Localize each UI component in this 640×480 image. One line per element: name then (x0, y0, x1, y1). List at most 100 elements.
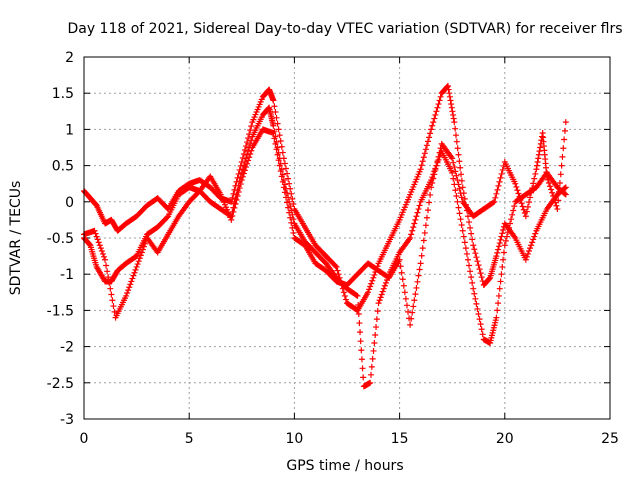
data-point (271, 103, 278, 110)
data-point (140, 243, 147, 250)
data-point (290, 229, 297, 236)
data-point (272, 140, 279, 147)
data-point (228, 198, 235, 205)
data-point (490, 199, 497, 206)
data-point (139, 246, 146, 253)
data-point (92, 230, 99, 237)
data-point (96, 242, 103, 249)
data-point (559, 153, 566, 160)
data-point (554, 206, 561, 213)
data-point (537, 144, 544, 151)
data-point (560, 145, 567, 152)
data-point (410, 303, 417, 310)
data-point (130, 272, 137, 279)
data-point (425, 207, 432, 214)
data-point (431, 115, 438, 122)
data-point (131, 269, 138, 276)
data-point (466, 219, 473, 226)
data-point (561, 190, 568, 197)
data-point (289, 224, 296, 231)
data-point (561, 127, 568, 134)
data-point (282, 165, 289, 172)
data-point (500, 256, 507, 263)
data-point (448, 101, 455, 108)
data-point (236, 185, 243, 192)
data-point (357, 338, 364, 345)
data-point (462, 245, 469, 252)
data-point (235, 189, 242, 196)
data-point (245, 157, 252, 164)
data-point (450, 111, 457, 118)
data-point (284, 199, 291, 206)
data-point (527, 194, 534, 201)
data-point (433, 162, 440, 169)
data-point (454, 145, 461, 152)
data-point (456, 210, 463, 217)
data-point (500, 249, 507, 256)
data-point (241, 167, 248, 174)
data-point (468, 230, 475, 237)
data-point (398, 269, 405, 276)
data-point (430, 119, 437, 126)
data-point (365, 289, 372, 296)
data-point (497, 236, 504, 243)
data-point (416, 202, 423, 209)
data-point (551, 196, 558, 203)
data-point (371, 339, 378, 346)
data-point (512, 180, 519, 187)
data-point (544, 176, 551, 183)
data-point (284, 170, 291, 177)
data-point (136, 255, 143, 262)
data-point (240, 170, 247, 177)
data-point (477, 270, 484, 277)
data-point (493, 253, 500, 260)
data-point (405, 308, 412, 315)
data-point (446, 90, 453, 97)
data-point (547, 183, 554, 190)
y-tick-label: -2 (60, 340, 74, 356)
data-point (396, 256, 403, 263)
data-point (239, 173, 246, 180)
data-point (241, 147, 248, 154)
data-point (287, 214, 294, 221)
data-point (528, 189, 535, 196)
data-point (517, 196, 524, 203)
data-point (474, 305, 481, 312)
data-point (360, 374, 367, 381)
data-point (341, 292, 348, 299)
data-point (110, 303, 117, 310)
data-point (451, 119, 458, 126)
data-point (368, 363, 375, 370)
data-point (491, 198, 498, 205)
data-point (499, 263, 506, 270)
data-point (533, 162, 540, 169)
data-point (543, 173, 550, 180)
data-point (523, 253, 530, 260)
data-point (472, 295, 479, 302)
data-point (468, 274, 475, 281)
data-point (436, 149, 443, 156)
data-point (333, 263, 340, 270)
data-point (290, 200, 297, 207)
data-point (417, 166, 424, 173)
data-point (397, 263, 404, 270)
data-point (469, 279, 476, 286)
data-point (437, 93, 444, 100)
data-point (449, 169, 456, 176)
data-point (493, 190, 500, 197)
data-point (450, 159, 457, 166)
data-point (497, 278, 504, 285)
data-point (479, 331, 486, 338)
data-point (399, 276, 406, 283)
data-point (426, 134, 433, 141)
data-point (523, 208, 530, 215)
data-point (459, 227, 466, 234)
data-point (499, 230, 506, 237)
data-point (498, 233, 505, 240)
data-point (436, 97, 443, 104)
data-point (415, 272, 422, 279)
data-point (478, 274, 485, 281)
data-point (432, 166, 439, 173)
data-point (508, 216, 515, 223)
data-point (434, 104, 441, 111)
